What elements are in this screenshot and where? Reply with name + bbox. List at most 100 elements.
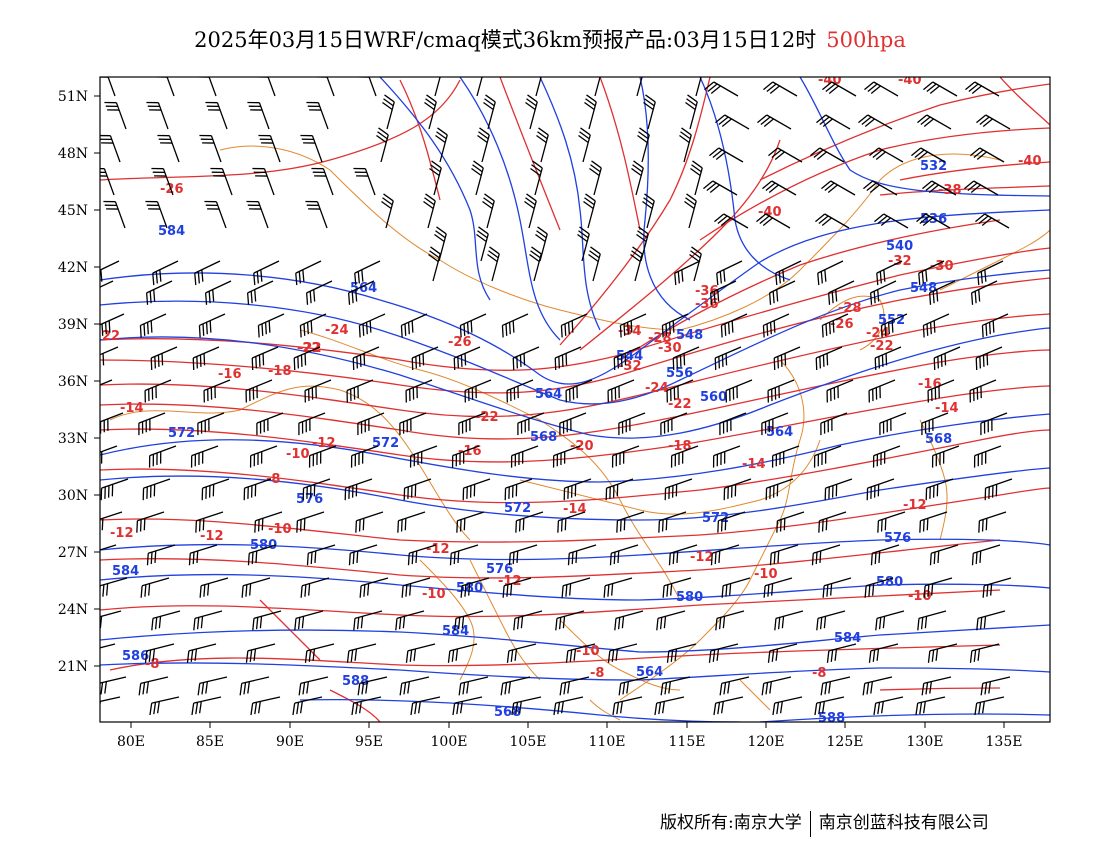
wind-barb-feather [819,116,830,126]
wind-barb-icon [768,147,803,163]
wind-barb-icon [149,696,180,716]
wind-barb-feather [874,552,877,565]
wind-barb-feather [149,291,152,304]
wind-barb-icon [918,260,945,286]
wind-barb-feather [619,519,622,532]
height-label: 588 [818,711,845,726]
wind-barb-feather [983,616,987,629]
wind-barb-feather [668,681,672,694]
wind-barb-feather [356,550,359,563]
wind-barb-icon [577,226,590,262]
wind-barb-shaft [534,167,543,196]
wind-barb-icon [348,544,378,566]
wind-barb-shaft [918,260,945,274]
wind-barb-icon [100,134,121,163]
wind-barb-icon [100,167,115,196]
wind-barb-shaft [828,643,857,652]
wind-barb-feather [685,101,696,111]
wind-barb-icon [927,643,958,663]
wind-barb-shaft [100,696,121,703]
wind-barb-icon [666,379,694,403]
wind-barb-feather [709,292,713,305]
wind-barb-feather [917,151,928,161]
wind-barb-feather [538,127,549,136]
wind-barb-shaft [380,134,389,163]
wind-barb-feather [400,325,403,338]
wind-barb-shaft [867,478,895,489]
wind-barb-feather [205,681,209,694]
wind-barb-feather [410,703,414,716]
wind-barb-shaft [100,346,119,356]
wind-barb-shaft [253,260,280,274]
temperature-label: -18 [268,364,292,379]
wind-barb-feather [816,618,819,631]
wind-barb-feather [880,325,883,338]
temperature-label: -8 [145,657,159,672]
wind-barb-shaft [765,213,791,229]
wind-barb-feather [91,291,92,303]
wind-barb-feather [97,617,98,629]
wind-barb-icon [148,445,177,468]
wind-barb-shaft [146,280,173,294]
wind-barb-feather [395,618,398,631]
wind-barb-feather [727,322,730,335]
wind-barb-feather [822,81,833,91]
wind-barb-shaft [830,180,856,196]
wind-barb-feather [348,553,351,566]
wind-barb-icon [210,167,233,196]
wind-barb-feather [466,322,469,335]
wind-barb-feather [577,233,588,243]
wind-barb-shaft [434,77,441,97]
wind-barb-feather [782,269,785,282]
wind-barb-icon [725,379,753,403]
wind-barb-feather [365,322,368,335]
wind-barb-icon [827,280,855,305]
wind-barb-feather [239,683,243,696]
wind-barb-icon [763,577,793,598]
wind-barb-feather [426,94,437,103]
wind-barb-feather [246,292,250,305]
wind-barb-shaft [975,346,1003,359]
wind-barb-feather [706,182,717,192]
wind-barb-shaft [514,610,543,619]
wind-barb-feather [992,320,995,333]
wind-barb-icon [826,643,857,663]
wind-barb-feather [459,701,463,714]
wind-barb-feather [877,215,888,225]
wind-barb-shaft [635,167,644,196]
wind-barb-feather [309,291,312,304]
wind-barb-icon [862,676,893,696]
wind-barb-shaft [582,134,591,163]
wind-barb-feather [205,322,208,335]
wind-barb-feather [555,618,558,631]
wind-barb-shaft [242,577,271,587]
wind-barb-feather [537,226,548,235]
wind-barb-shaft [694,167,703,196]
wind-barb-icon [506,379,534,403]
wind-barb-feather [831,291,834,304]
wind-barb-feather [540,77,541,78]
wind-barb-icon [929,544,959,566]
wind-barb-feather [973,649,977,662]
wind-barb-shaft [295,260,322,274]
wind-barb-icon [762,180,797,196]
wind-barb-feather [138,683,142,696]
temperature-label: -26 [448,335,472,350]
wind-barb-feather [925,182,936,192]
copyright-footer: 版权所有:南京大学 南京创蓝科技有限公司 [660,808,989,837]
wind-barb-shaft [607,379,635,392]
wind-barb-feather [873,703,877,716]
wind-barb-icon [869,280,897,305]
wind-barb-feather [139,325,142,338]
wind-barb-feather [202,518,205,531]
wind-barb-feather [666,650,670,663]
wind-barb-feather [816,151,827,161]
wind-barb-feather [298,683,302,696]
wind-barb-shaft [721,313,748,327]
wind-barb-shaft [245,379,273,392]
wind-barb-icon [306,101,329,130]
wind-barb-icon [557,511,586,533]
wind-barb-feather [832,320,835,333]
lat-tick-label: 42N [58,260,88,276]
wind-barb-feather [929,85,940,95]
